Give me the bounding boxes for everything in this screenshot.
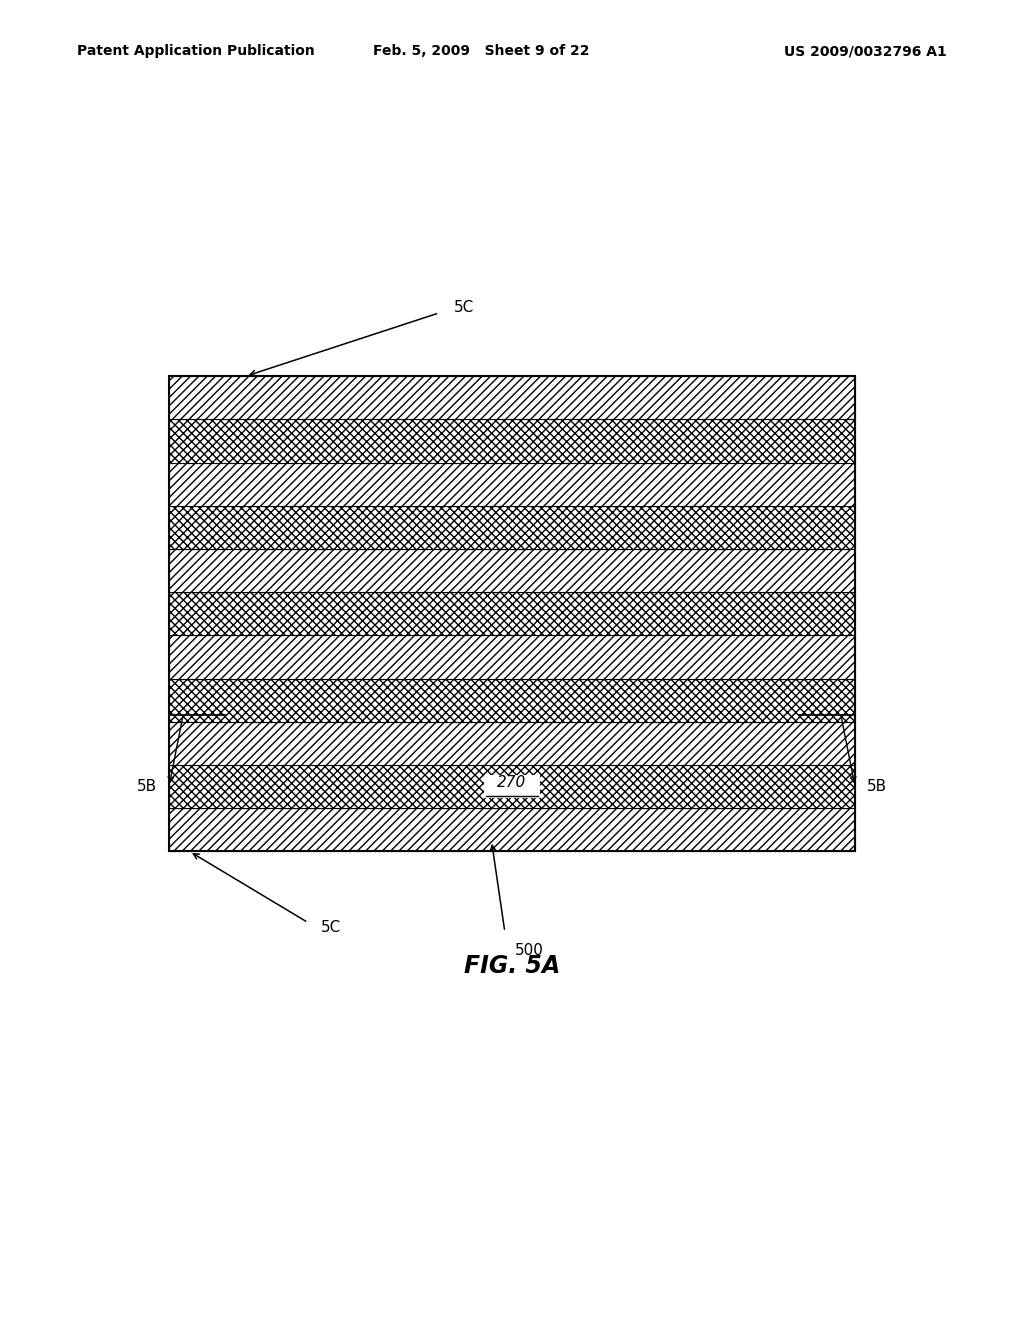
Bar: [169, 420, 855, 462]
Text: Patent Application Publication: Patent Application Publication: [77, 45, 314, 58]
Bar: [169, 722, 855, 766]
Text: 5C: 5C: [454, 300, 474, 315]
Bar: [169, 549, 855, 593]
Text: 5C: 5C: [321, 920, 341, 936]
Bar: [169, 593, 855, 635]
Bar: [483, 775, 541, 799]
Bar: [169, 506, 855, 549]
Text: 270: 270: [498, 775, 526, 791]
Bar: [169, 462, 855, 506]
Text: 500: 500: [515, 942, 544, 958]
Bar: [169, 808, 855, 851]
Text: US 2009/0032796 A1: US 2009/0032796 A1: [784, 45, 947, 58]
Text: Feb. 5, 2009   Sheet 9 of 22: Feb. 5, 2009 Sheet 9 of 22: [373, 45, 590, 58]
Text: 5B: 5B: [136, 779, 157, 795]
Text: FIG. 5A: FIG. 5A: [464, 954, 560, 978]
Bar: [169, 766, 855, 808]
Bar: [169, 678, 855, 722]
Bar: [169, 635, 855, 678]
Text: 5B: 5B: [867, 779, 888, 795]
Bar: [169, 376, 855, 420]
Bar: [169, 376, 855, 851]
